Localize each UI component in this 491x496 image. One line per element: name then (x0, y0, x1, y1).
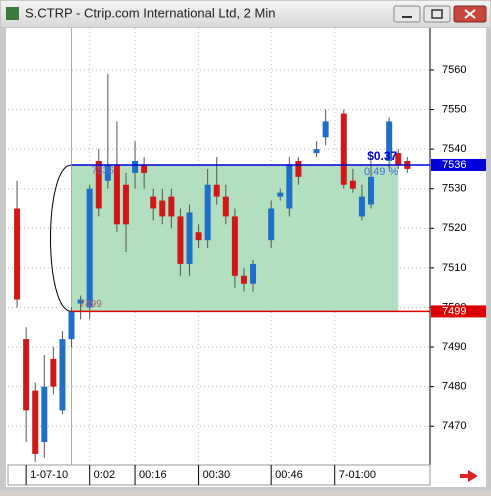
candle-body (104, 164, 111, 181)
minimize-button[interactable] (393, 5, 421, 23)
candle-body (77, 299, 84, 304)
level-badge (431, 158, 486, 171)
candle-body (195, 232, 202, 241)
candle-body (250, 263, 257, 284)
candle-body (86, 188, 93, 308)
x-tick-label: 00:46 (275, 469, 303, 481)
candle-body (395, 153, 402, 165)
change-label: $0.37 (367, 149, 397, 163)
candle-body (286, 164, 293, 209)
x-tick-label: 1-07-10 (30, 469, 68, 481)
candle-body (313, 149, 320, 154)
candle-body (177, 216, 184, 264)
candle-body (322, 121, 329, 138)
candle-body (150, 196, 157, 209)
candle-body (41, 386, 48, 443)
y-tick-label: 7510 (442, 262, 466, 274)
candle-body (14, 208, 21, 300)
candle-body (50, 358, 57, 387)
candle-body (349, 180, 356, 189)
candle-body (95, 161, 102, 209)
candle-body (68, 311, 75, 340)
candle-body (358, 196, 365, 217)
candle-body (222, 196, 229, 217)
candle-body (23, 339, 30, 411)
y-tick-label: 7490 (442, 341, 466, 353)
x-axis-band (7, 464, 431, 486)
candle-body (340, 113, 347, 185)
level-badge-label: 7536 (442, 159, 466, 171)
candle-body (386, 121, 393, 161)
candle-body (231, 216, 238, 276)
close-icon (464, 9, 476, 19)
maximize-icon (431, 9, 443, 19)
y-tick-label: 7480 (442, 381, 466, 393)
candle-body (204, 184, 211, 241)
level-label: 7499 (80, 299, 103, 310)
app-icon (6, 7, 19, 20)
candle-body (240, 275, 247, 284)
candle-body (368, 176, 375, 205)
candle-body (113, 164, 120, 225)
maximize-button[interactable] (423, 5, 451, 23)
candle-body (59, 339, 66, 411)
percent-label: 0.49 % (364, 166, 398, 178)
candle-body (277, 192, 284, 197)
x-tick-label: 7-01:00 (339, 469, 376, 481)
y-tick-label: 7560 (442, 64, 466, 76)
y-tick-label: 7530 (442, 183, 466, 195)
candle-body (159, 200, 166, 217)
candle-body (168, 196, 175, 217)
level-label: 7536 (92, 166, 115, 177)
window-title: S.CTRP - Ctrip.com International Ltd, 2 … (25, 5, 275, 20)
x-tick-label: 00:30 (203, 469, 231, 481)
candle-body (268, 208, 275, 241)
x-tick-label: 0:02 (94, 469, 115, 481)
candle-body (186, 212, 193, 264)
y-tick-label: 7520 (442, 222, 466, 234)
candle-body (32, 390, 39, 454)
candle-body (132, 161, 139, 173)
measure-bracket (50, 164, 72, 312)
y-tick-label: 7540 (442, 143, 466, 155)
y-tick-label: 7550 (442, 103, 466, 115)
level-badge (431, 305, 486, 318)
y-tick-label: 7470 (442, 420, 466, 432)
level-badge-label: 7499 (442, 305, 466, 317)
candle-body (295, 161, 302, 177)
candle-body (122, 184, 129, 225)
x-tick-label: 00:16 (139, 469, 167, 481)
candle-body (213, 184, 220, 197)
scroll-arrow[interactable] (460, 470, 478, 482)
candle-body (141, 164, 148, 173)
